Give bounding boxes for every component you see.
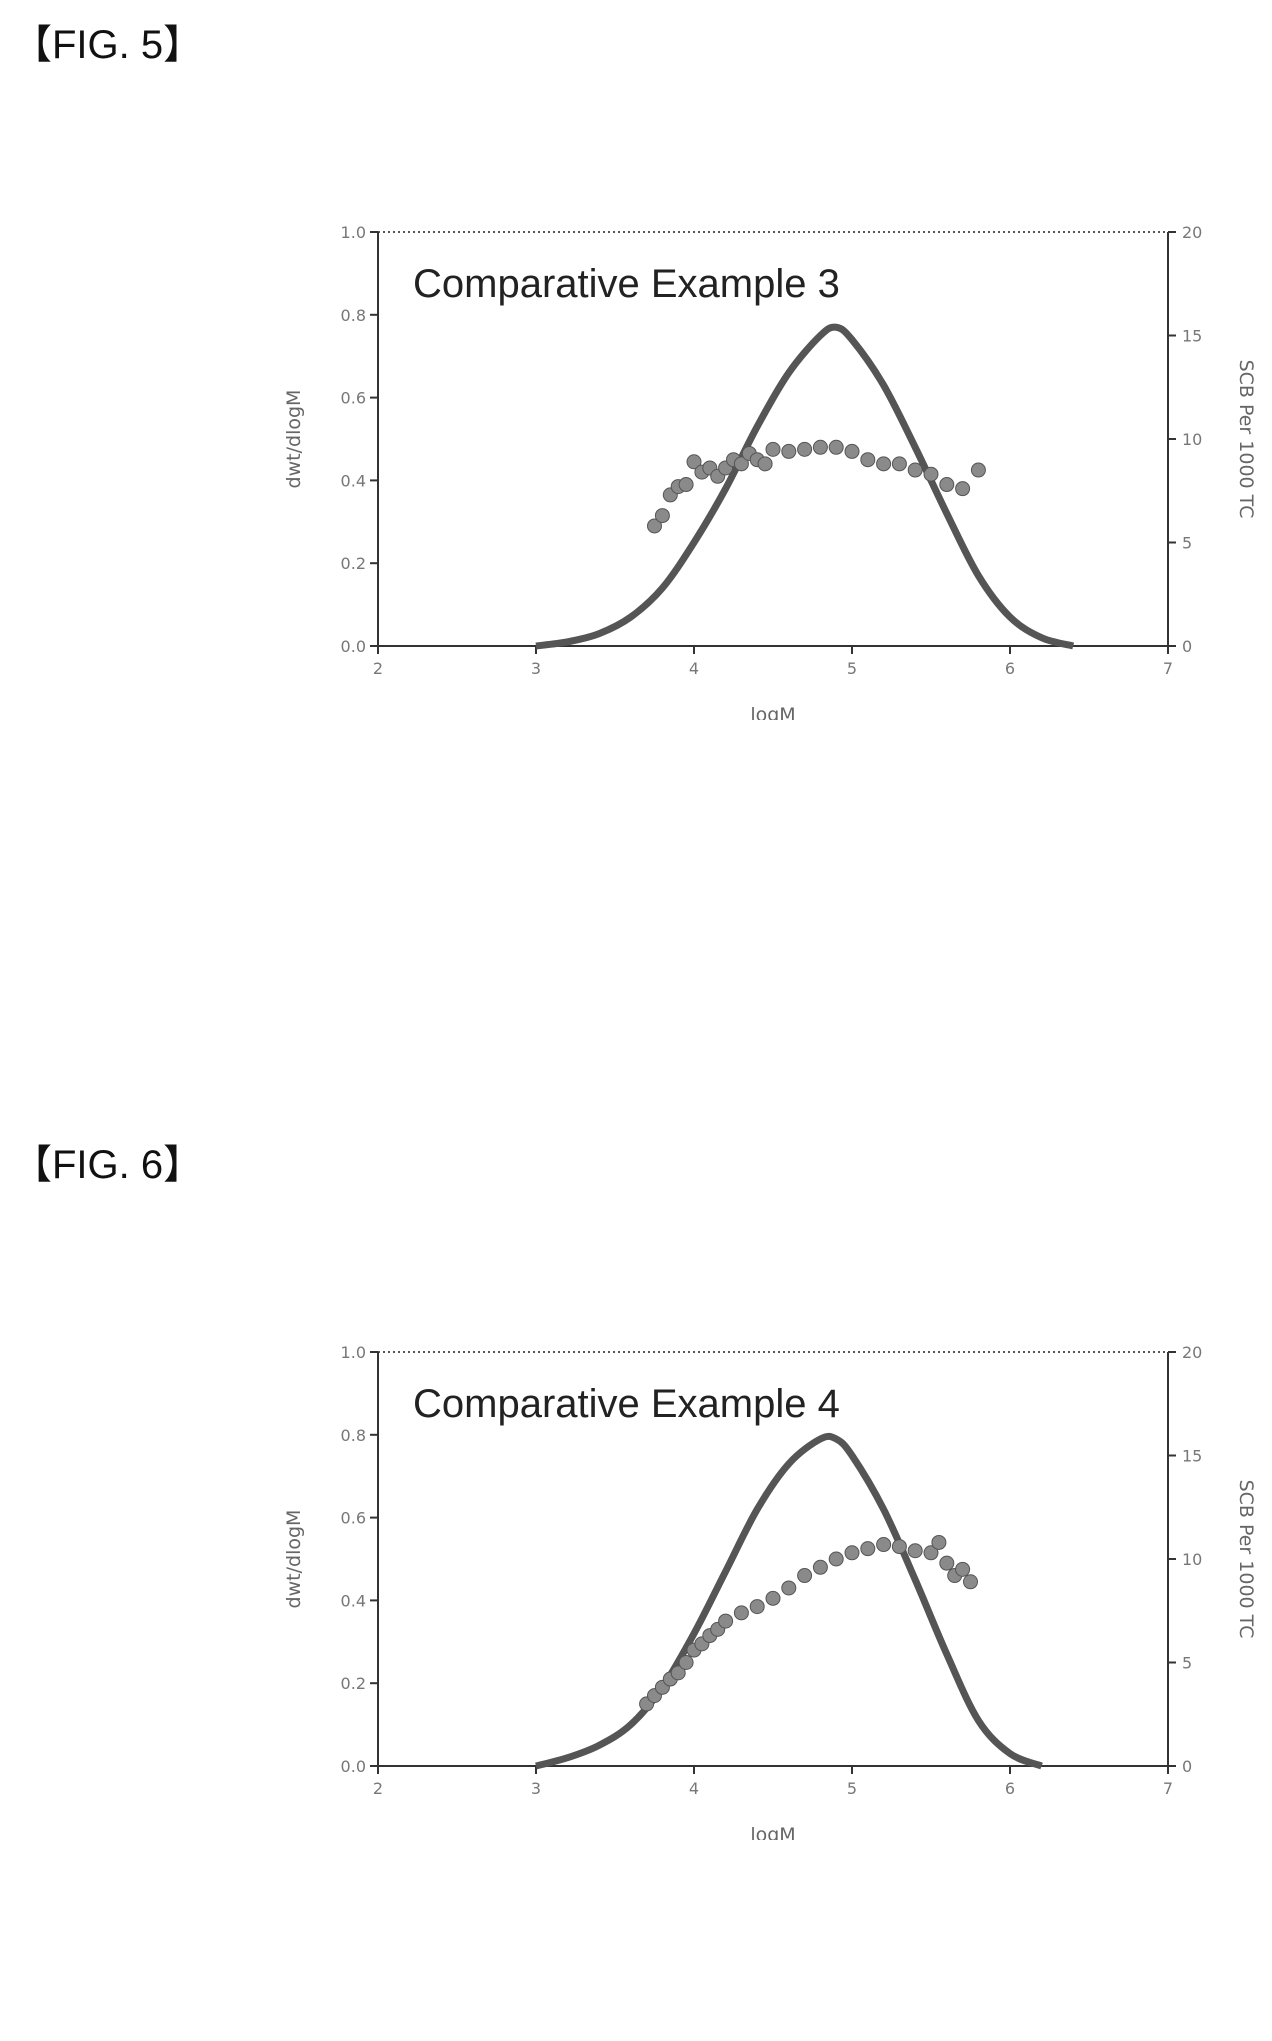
y-tick-label: 0.6: [341, 389, 366, 408]
scb-data-point: [733, 1605, 749, 1621]
x-tick-label: 6: [1005, 659, 1015, 678]
scb-data-point: [812, 1559, 828, 1575]
scb-data-point: [970, 462, 986, 478]
y-tick-label: 0.2: [341, 554, 366, 573]
mwd-curve-series-line: [535, 323, 1075, 650]
y-tick-label: 0.6: [341, 1509, 366, 1528]
y2-tick-label: 20: [1182, 223, 1202, 242]
y-tick-label: 0.0: [341, 1757, 366, 1776]
scb-data-point: [797, 1568, 813, 1584]
y2-tick-label: 0: [1182, 637, 1192, 656]
y2-tick-label: 15: [1182, 327, 1202, 346]
scb-data-point: [939, 1555, 955, 1571]
chart-title: Comparative Example 4: [413, 1382, 840, 1426]
x-tick-label: 2: [373, 1779, 383, 1798]
scb-data-point: [765, 441, 781, 457]
scb-data-point: [939, 477, 955, 493]
x-axis-title: logM: [750, 704, 795, 720]
x-tick-label: 7: [1163, 1779, 1173, 1798]
scb-data-point: [907, 1543, 923, 1559]
y-tick-label: 0.8: [341, 1426, 366, 1445]
scb-data-point: [678, 477, 694, 493]
y2-tick-label: 10: [1182, 430, 1202, 449]
x-tick-label: 2: [373, 659, 383, 678]
x-tick-label: 5: [847, 659, 857, 678]
scb-data-point: [647, 518, 662, 534]
scb-data-point: [781, 1580, 797, 1596]
x-tick-label: 6: [1005, 1779, 1015, 1798]
x-tick-label: 4: [689, 1779, 699, 1798]
scb-data-point: [891, 456, 907, 472]
scb-data-point: [876, 1537, 892, 1553]
y2-tick-label: 5: [1182, 1654, 1192, 1673]
y2-tick-label: 15: [1182, 1447, 1202, 1466]
scb-data-point: [923, 466, 939, 482]
y-axis-title: dwt/dlogM: [283, 1510, 305, 1609]
y2-tick-label: 20: [1182, 1343, 1202, 1362]
scb-data-point: [828, 439, 844, 455]
chart-title: Comparative Example 3: [413, 262, 840, 306]
y-tick-label: 0.4: [341, 1591, 366, 1610]
scb-data-point: [812, 439, 828, 455]
mwd-curve-series-line: [535, 1432, 1043, 1770]
y2-axis-title: SCB Per 1000 TC: [1235, 360, 1257, 519]
x-tick-label: 5: [847, 1779, 857, 1798]
y-axis-title: dwt/dlogM: [283, 390, 305, 489]
scb-data-point: [844, 1545, 860, 1561]
x-tick-label: 3: [531, 1779, 541, 1798]
scb-data-point: [678, 1655, 694, 1670]
x-tick-label: 4: [689, 659, 699, 678]
scb-data-point: [828, 1551, 844, 1567]
scb-data-point: [907, 462, 923, 478]
scb-data-point: [757, 456, 773, 472]
x-tick-label: 7: [1163, 659, 1173, 678]
y-tick-label: 0.8: [341, 306, 366, 325]
y2-tick-label: 10: [1182, 1550, 1202, 1569]
y-tick-label: 1.0: [341, 223, 366, 242]
y2-axis-title: SCB Per 1000 TC: [1235, 1480, 1257, 1639]
scb-data-point: [955, 1561, 971, 1577]
y-tick-label: 0.4: [341, 471, 366, 490]
y-tick-label: 1.0: [341, 1343, 366, 1362]
scb-data-point: [860, 452, 876, 468]
scb-data-point: [876, 456, 892, 472]
y-tick-label: 0.2: [341, 1674, 366, 1693]
y2-tick-label: 0: [1182, 1757, 1192, 1776]
x-tick-label: 3: [531, 659, 541, 678]
scb-data-point: [718, 1613, 734, 1629]
figure-6-label: 【FIG. 6】: [12, 1143, 204, 1187]
scb-data-point: [733, 456, 749, 472]
figure-6-chart: 2 3 4 5 6 7 0.0 0.2 0.4 0.6 0.8 1.0 0 5 10 15 20 logM dwt/…: [283, 1343, 1257, 1840]
scb-data-point: [931, 1534, 947, 1550]
y2-tick-label: 5: [1182, 534, 1192, 553]
scb-data-point: [860, 1541, 876, 1557]
scb-data-point: [891, 1539, 907, 1555]
scb-data-point: [686, 454, 702, 470]
scb-data-point: [654, 508, 670, 524]
scb-data-point: [781, 443, 797, 459]
scb-data-point: [963, 1574, 978, 1590]
scb-data-point: [923, 1545, 939, 1561]
x-axis-title: logM: [750, 1824, 795, 1840]
scb-data-point: [844, 443, 860, 459]
y-tick-label: 0.0: [341, 637, 366, 656]
figure-5-chart: 2 3 4 5 6 7 0.0 0.2 0.4 0.6 0.8 1.0 0 5 10 15 20 logM dwt/…: [283, 223, 1257, 720]
figure-5-label: 【FIG. 5】: [12, 23, 204, 67]
scb-data-point: [670, 1665, 686, 1681]
scb-data-point: [955, 481, 971, 497]
scb-data-point: [749, 1599, 765, 1615]
scb-data-point: [797, 441, 813, 457]
scb-data-point: [765, 1590, 781, 1606]
